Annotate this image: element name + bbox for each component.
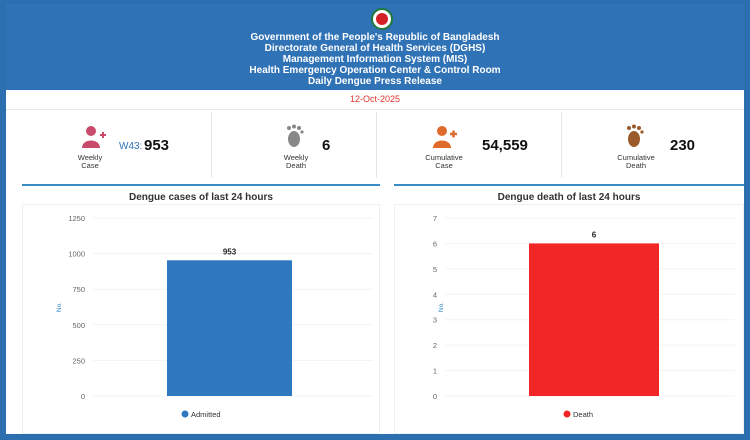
chart-title: Dengue death of last 24 hours bbox=[497, 192, 641, 203]
divider bbox=[6, 109, 744, 110]
chart-title: Dengue cases of last 24 hours bbox=[129, 192, 273, 203]
header-title: Government of the People's Republic of B… bbox=[6, 32, 744, 87]
divider bbox=[394, 184, 744, 186]
y-tick-label: 1250 bbox=[68, 214, 85, 223]
y-tick-label: 0 bbox=[433, 392, 437, 401]
y-tick-label: 4 bbox=[433, 290, 437, 299]
report-date: 12-Oct-2025 bbox=[349, 94, 401, 104]
bar-admitted bbox=[167, 260, 292, 396]
stat-weekly-case: Weekly Case W43: 953 bbox=[6, 112, 211, 180]
chart-area: 0 250 500 750 1000 1250 No. 953 Admitted bbox=[22, 204, 380, 434]
person-icon bbox=[82, 126, 106, 148]
y-tick-label: 3 bbox=[433, 316, 437, 325]
y-tick-label: 1000 bbox=[68, 250, 85, 259]
footprint-icon bbox=[287, 124, 304, 147]
y-tick-label: 7 bbox=[433, 214, 437, 223]
bar-death bbox=[529, 243, 659, 396]
y-tick-label: 750 bbox=[72, 285, 85, 294]
y-tick-label: 5 bbox=[433, 265, 437, 274]
y-tick-label: 6 bbox=[433, 239, 437, 248]
y-axis-label: No. bbox=[56, 302, 63, 312]
chart-area: 0 1 2 3 4 5 6 7 No. 6 Death bbox=[394, 204, 744, 434]
header-line-control-room: Health Emergency Operation Center & Cont… bbox=[249, 65, 501, 76]
y-tick-label: 1 bbox=[433, 367, 437, 376]
stat-value: 6 bbox=[322, 137, 331, 154]
divider bbox=[22, 184, 380, 186]
header-line-government: Government of the People's Republic of B… bbox=[250, 32, 500, 43]
legend-marker bbox=[563, 410, 571, 418]
data-label: 6 bbox=[592, 230, 597, 239]
stat-value: 953 bbox=[144, 137, 170, 154]
header-line-dghs: Directorate General of Health Services (… bbox=[264, 43, 486, 54]
header-line-mis: Management Information System (MIS) bbox=[282, 54, 468, 65]
divider bbox=[561, 112, 562, 178]
stat-week-number: W43: bbox=[119, 141, 143, 152]
y-axis-label: No. bbox=[438, 302, 445, 312]
stat-label: Weekly Death bbox=[283, 153, 309, 170]
header-line-press-release: Daily Dengue Press Release bbox=[308, 76, 442, 87]
stat-weekly-death: Weekly Death 6 bbox=[212, 112, 412, 180]
divider bbox=[376, 112, 377, 178]
legend-item: Death bbox=[573, 410, 593, 419]
legend-marker bbox=[181, 410, 189, 418]
y-tick-label: 250 bbox=[72, 356, 85, 365]
person-add-icon bbox=[433, 126, 457, 148]
chart-panel-cases: Dengue cases of last 24 hours 0 250 500 750… bbox=[22, 184, 380, 434]
divider bbox=[211, 112, 212, 178]
data-label: 953 bbox=[223, 247, 237, 256]
y-tick-label: 2 bbox=[433, 341, 437, 350]
deaths-bar-chart: 0 1 2 3 4 5 6 7 No. 6 Death bbox=[433, 214, 735, 419]
y-tick-label: 500 bbox=[72, 321, 85, 330]
stat-value: 230 bbox=[670, 137, 696, 154]
press-release-frame: Government of the People's Republic of B… bbox=[6, 4, 744, 434]
stat-label: Weekly Case bbox=[77, 153, 103, 170]
stat-cumulative-death: Cumulative Death 230 bbox=[562, 112, 744, 180]
legend-item: Admitted bbox=[191, 410, 221, 419]
cases-bar-chart: 0 250 500 750 1000 1250 No. 953 Admitted bbox=[56, 214, 373, 419]
stat-label: Cumulative Death bbox=[617, 153, 655, 170]
stat-value: 54,559 bbox=[482, 137, 528, 154]
chart-panel-deaths: Dengue death of last 24 hours 0 1 2 3 4 5 6 7 No… bbox=[394, 184, 744, 434]
y-tick-label: 0 bbox=[81, 392, 85, 401]
footprint-icon bbox=[627, 124, 644, 147]
header: Government of the People's Republic of B… bbox=[6, 4, 744, 90]
stat-label: Cumulative Case bbox=[425, 153, 463, 170]
government-emblem-icon bbox=[371, 8, 393, 30]
stat-cumulative-case: Cumulative Case 54,559 bbox=[377, 112, 561, 180]
